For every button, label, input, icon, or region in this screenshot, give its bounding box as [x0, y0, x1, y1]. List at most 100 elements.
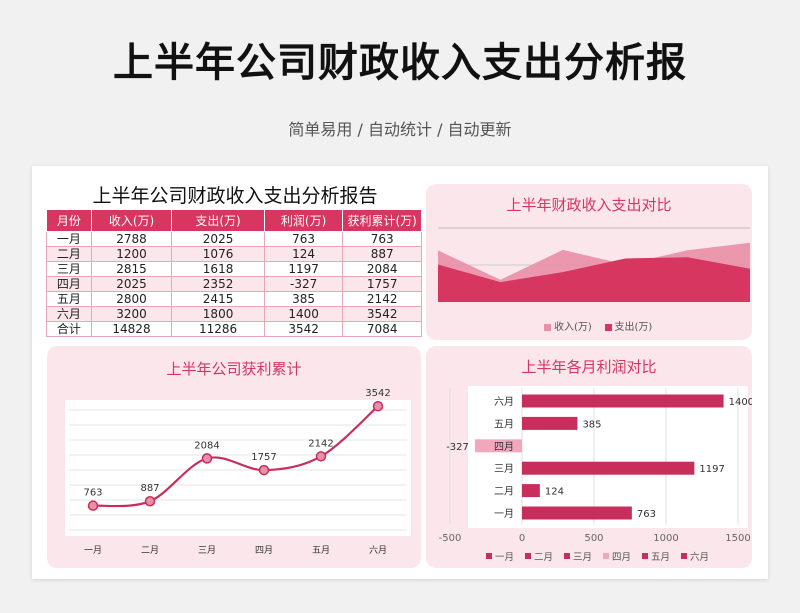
- x-tick-label: 0: [519, 533, 525, 544]
- column-header: 收入(万): [90, 209, 173, 232]
- data-label: 1757: [251, 452, 276, 463]
- legend-swatch: [604, 323, 612, 331]
- monthly-profit-panel: 上半年各月利润对比 -500 0 500 1000 1500 一月 763 二月 124 三月 11…: [426, 346, 752, 568]
- legend-label: 二月: [534, 552, 553, 563]
- finance-table: 月份 收入(万) 支出(万) 利润(万) 获利累计(万) 一月 2788 2025 7…: [46, 209, 422, 337]
- y-category-label: 一月: [494, 508, 514, 520]
- table-cell: 2788: [90, 231, 173, 247]
- x-tick-label: 四月: [255, 545, 273, 556]
- income-expense-panel: 上半年财政收入支出对比 收入(万) 支出(万): [426, 184, 752, 340]
- table-cell: 3542: [342, 306, 422, 322]
- legend-swatch: [564, 553, 570, 559]
- table-cell: 7084: [342, 321, 422, 337]
- legend-swatch: [486, 553, 492, 559]
- table-header-row: 月份 收入(万) 支出(万) 利润(万) 获利累计(万): [46, 209, 422, 232]
- profit-bar: [474, 439, 522, 453]
- legend-swatch: [544, 323, 551, 331]
- chart-legend: 收入(万) 支出(万): [544, 318, 652, 333]
- table-cell: 2415: [171, 291, 265, 307]
- table-row: 三月 2815 1618 1197 2084: [46, 261, 422, 277]
- table-cell: 1197: [263, 261, 344, 277]
- x-tick-label: 1000: [653, 533, 678, 544]
- legend-label: 四月: [612, 552, 631, 563]
- legend-swatch: [525, 553, 531, 559]
- data-label: 2084: [194, 440, 219, 451]
- x-tick-label: 一月: [84, 545, 102, 556]
- table-cell: 2815: [90, 261, 173, 277]
- y-category-label: 六月: [494, 396, 514, 408]
- y-category-label: 五月: [494, 418, 514, 430]
- cumulative-profit-chart: 763 一月 887 二月 2084 三月 1757 四月 2142 五月 3542 六月: [65, 388, 411, 556]
- profit-bar: [522, 461, 695, 475]
- profit-bar: [522, 484, 540, 498]
- x-tick-label: 六月: [369, 544, 387, 556]
- legend-item: 支出(万): [604, 322, 652, 333]
- legend-label: 五月: [651, 552, 670, 563]
- data-point: [144, 495, 156, 507]
- data-label: 385: [582, 419, 601, 430]
- table-cell: 1076: [171, 246, 265, 262]
- table-cell: 一月: [46, 231, 92, 247]
- table-cell: 2142: [342, 291, 422, 307]
- data-label: 1400: [729, 397, 752, 408]
- profit-bar: [522, 416, 578, 430]
- y-category-label: 四月: [494, 441, 514, 453]
- table-cell: 五月: [46, 291, 92, 307]
- area-series-expense: [438, 257, 750, 302]
- x-tick-label: 500: [584, 533, 603, 544]
- y-category-label: 三月: [494, 463, 514, 475]
- table-cell: 1200: [90, 246, 173, 262]
- table-cell: 2800: [90, 291, 173, 307]
- legend-label: 六月: [690, 551, 709, 563]
- profit-bar: [522, 506, 632, 520]
- column-header: 支出(万): [171, 209, 265, 232]
- legend-label: 收入(万): [554, 322, 592, 333]
- table-cell: 763: [342, 231, 422, 247]
- column-header: 利润(万): [263, 209, 344, 232]
- chart-title: 上半年各月利润对比: [521, 358, 657, 376]
- data-label: 763: [637, 509, 656, 520]
- chart-title: 上半年公司获利累计: [166, 360, 302, 378]
- column-header: 获利累计(万): [342, 209, 422, 232]
- table-cell: 3200: [90, 306, 173, 322]
- chart-title: 上半年财政收入支出对比: [506, 196, 672, 214]
- table-row: 合计 14828 11286 3542 7084: [46, 321, 422, 337]
- legend-item: 收入(万): [544, 322, 592, 333]
- data-label: 2142: [308, 438, 333, 449]
- table-cell: 二月: [46, 246, 92, 262]
- cumulative-profit-panel: 上半年公司获利累计 763 一月 887 二月 2084 三月 1757 四月 2142 五月 35…: [47, 346, 421, 568]
- table-cell: 385: [263, 291, 344, 307]
- data-label: 1197: [699, 464, 724, 475]
- table-row: 四月 2025 2352 -327 1757: [46, 276, 422, 292]
- data-point: [372, 400, 384, 412]
- table-cell: 124: [263, 246, 344, 262]
- table-cell: 2025: [90, 276, 173, 292]
- table-cell: 1800: [171, 306, 265, 322]
- table-cell: 11286: [171, 321, 265, 337]
- table-cell: 1400: [263, 306, 344, 322]
- data-label: 3542: [365, 388, 390, 399]
- table-cell: 2025: [171, 231, 265, 247]
- page-title: 上半年公司财政收入支出分析报: [113, 40, 687, 86]
- data-label: 763: [83, 488, 102, 499]
- legend-label: 三月: [573, 552, 592, 563]
- table-cell: -327: [263, 276, 344, 292]
- table-title: 上半年公司财政收入支出分析报告: [92, 185, 378, 207]
- x-tick-label: 三月: [198, 545, 216, 556]
- x-tick-label: 1500: [725, 533, 750, 544]
- table-row: 六月 3200 1800 1400 3542: [46, 306, 422, 322]
- x-tick-label: 五月: [312, 545, 330, 556]
- data-label: 887: [140, 483, 159, 494]
- income-expense-chart: [438, 227, 750, 302]
- table-row: 五月 2800 2415 385 2142: [46, 291, 422, 307]
- page-subtitle: 简单易用 / 自动统计 / 自动更新: [288, 120, 512, 139]
- plot-area: [65, 400, 411, 536]
- data-label: 124: [545, 487, 564, 498]
- table-cell: 763: [263, 231, 344, 247]
- legend-swatch: [681, 553, 687, 559]
- data-point: [315, 451, 327, 462]
- table-cell: 三月: [46, 261, 92, 277]
- table-cell: 14828: [90, 321, 173, 337]
- data-point: [87, 500, 99, 511]
- y-category-label: 二月: [494, 486, 514, 498]
